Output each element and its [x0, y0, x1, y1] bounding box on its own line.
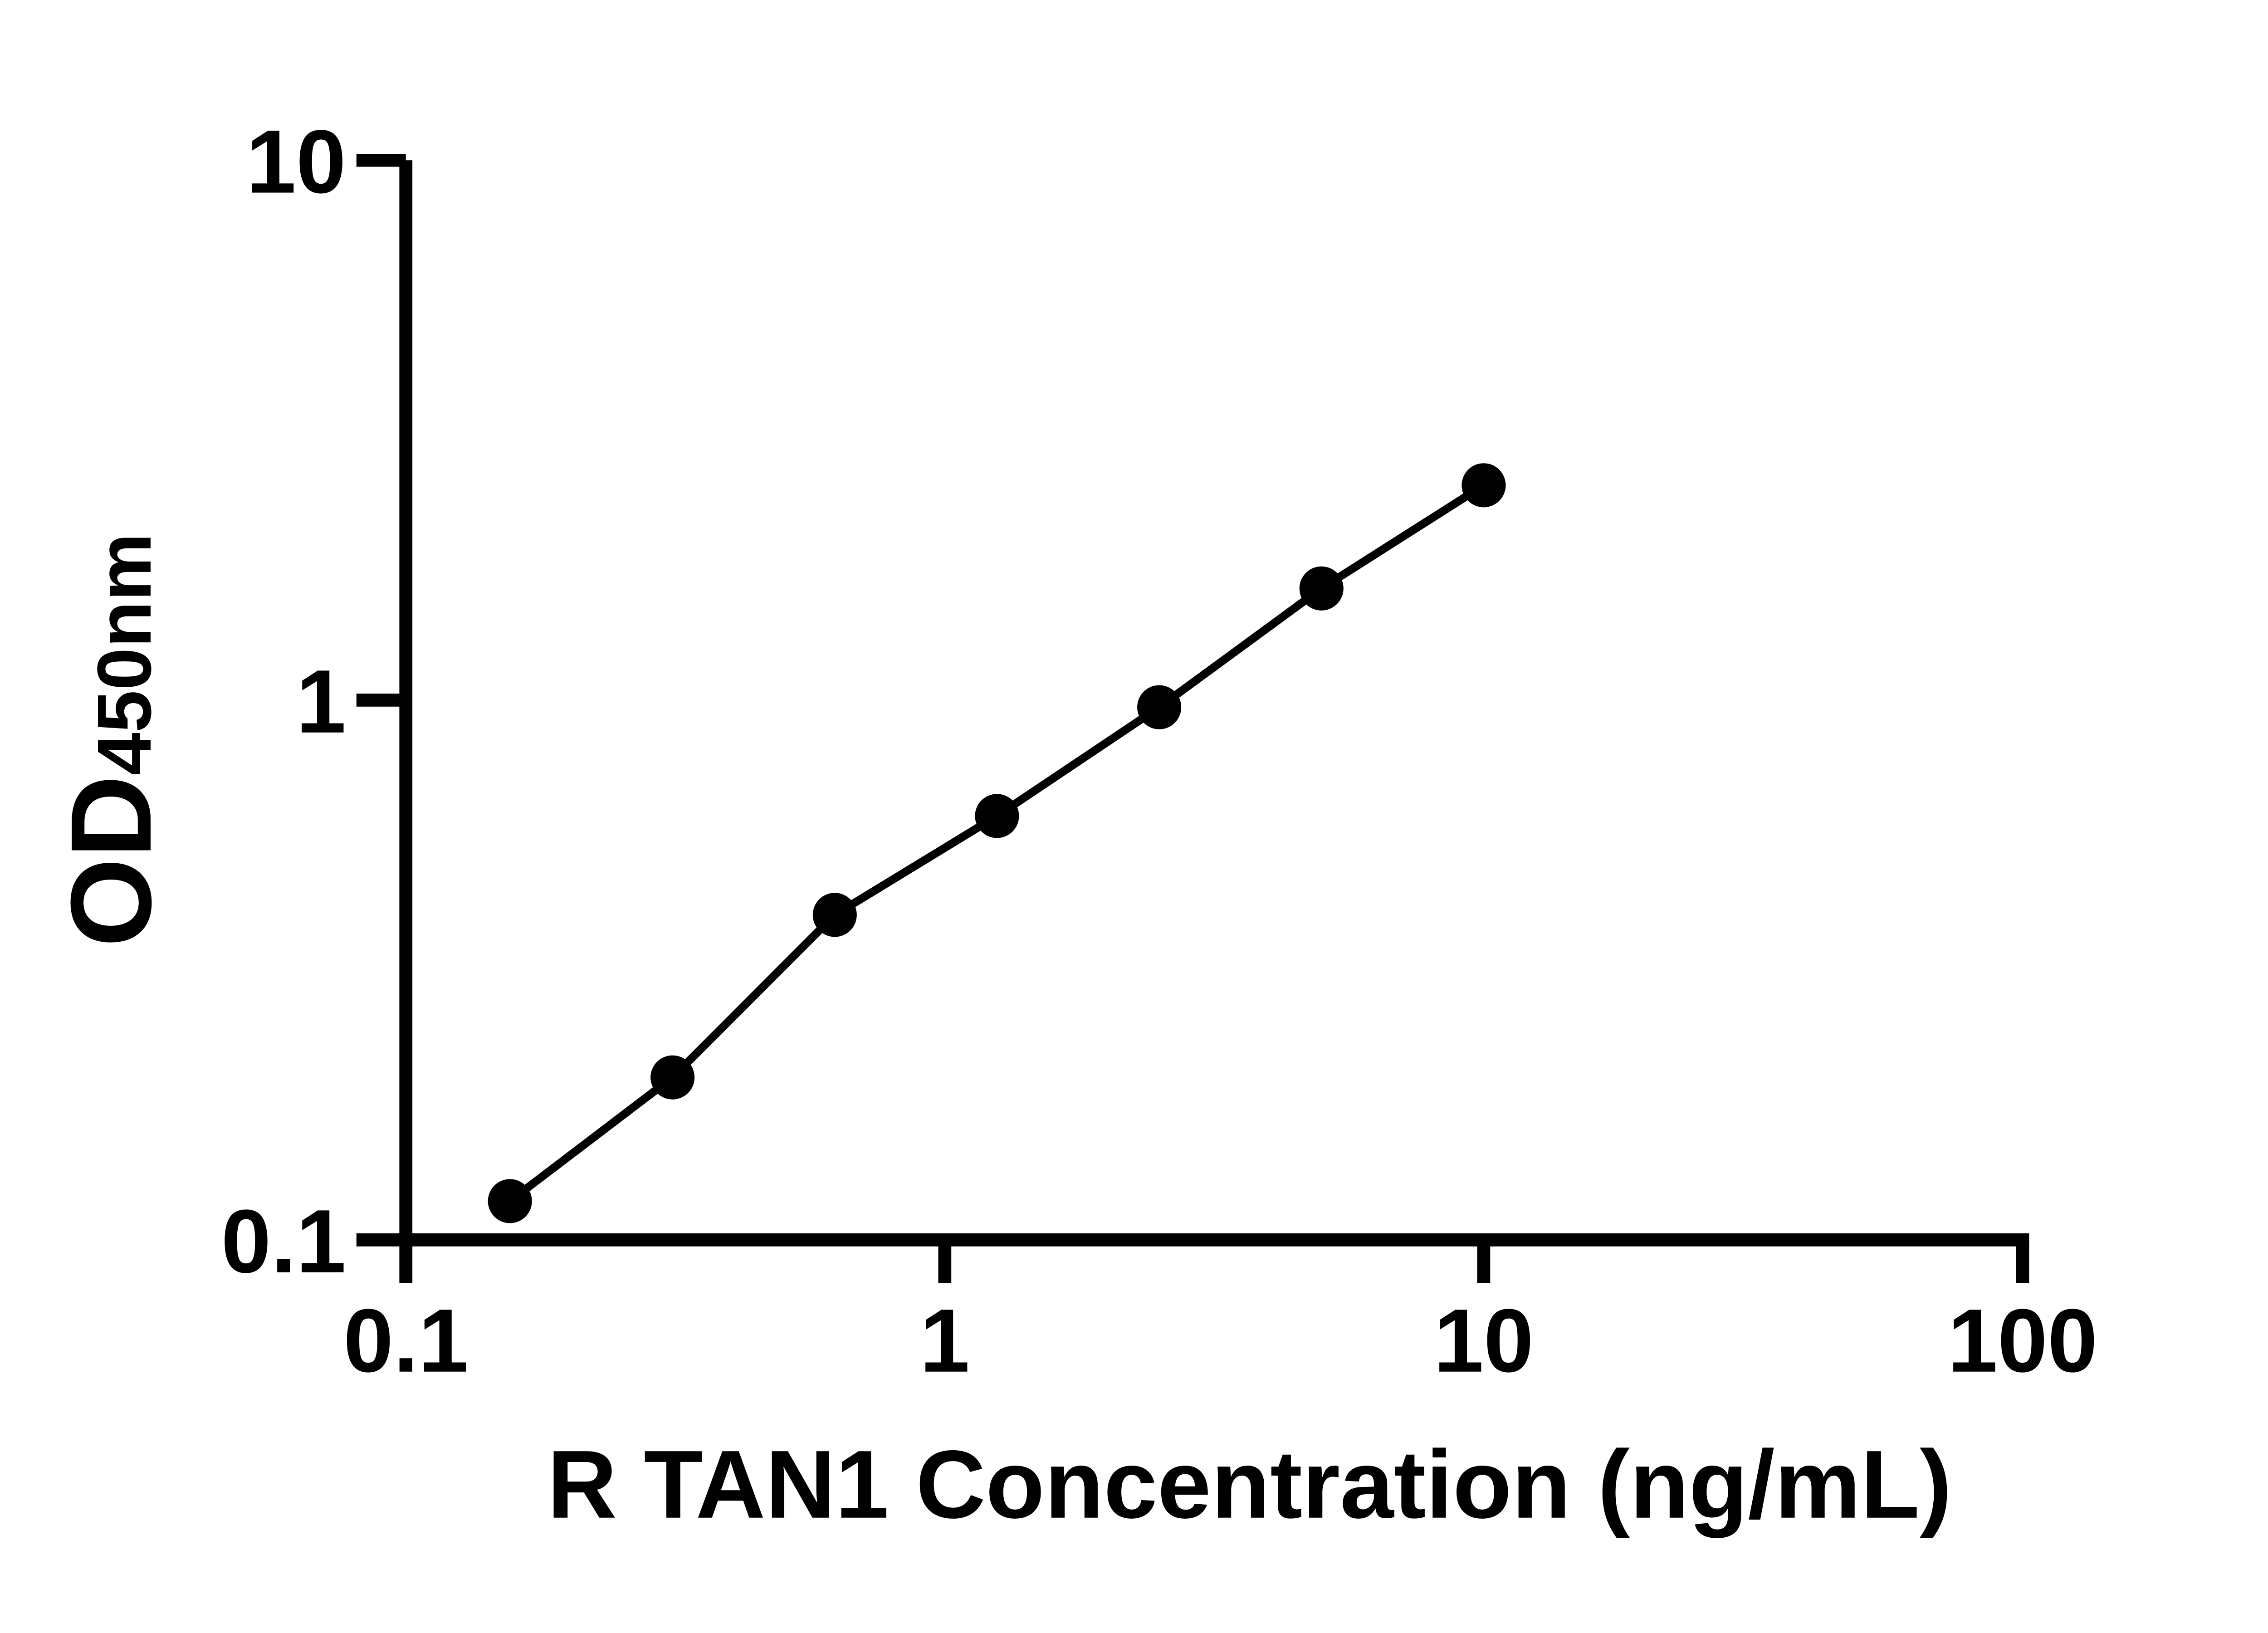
x-axis-title: R TAN1 Concentration (ng/mL) [547, 1431, 1952, 1539]
y-tick-label: 1 [296, 651, 346, 752]
y-axis-title-main: OD [47, 775, 175, 947]
data-point [650, 1055, 695, 1100]
data-point [1137, 685, 1182, 729]
axis-spines [399, 160, 2029, 1247]
y-tick-label: 10 [246, 112, 346, 212]
axis-ticks [356, 153, 2029, 1283]
data-point [1299, 566, 1344, 611]
y-tick-label: 0.1 [221, 1191, 346, 1291]
data-point [1461, 463, 1506, 508]
data-point [812, 893, 857, 937]
x-tick-label: 1 [920, 1291, 970, 1391]
y-axis-title: OD450nm [47, 533, 175, 947]
y-axis-title-subscript: 450nm [82, 533, 167, 775]
data-series [488, 463, 1506, 1223]
data-point [975, 794, 1019, 838]
x-tick-label: 10 [1434, 1291, 1534, 1391]
data-point [488, 1179, 532, 1223]
x-tick-label: 0.1 [343, 1291, 468, 1391]
tick-labels: 0.1 1 10 100 0.1 1 10 [221, 112, 2098, 1391]
axes [399, 160, 2029, 1247]
x-tick-label: 100 [1948, 1291, 2098, 1391]
